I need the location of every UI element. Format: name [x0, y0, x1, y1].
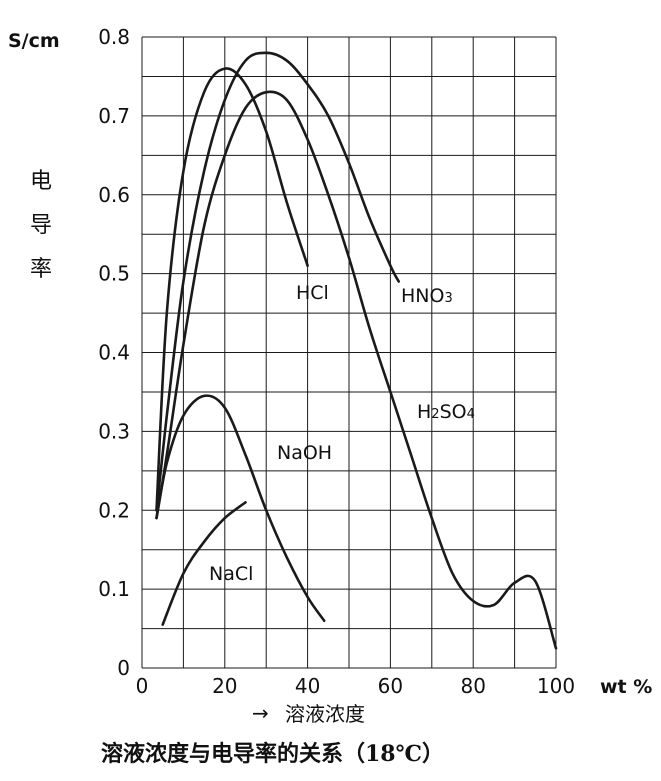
- x-axis-label: 溶液浓度: [285, 702, 365, 726]
- series-line-nacl: [161, 501, 247, 626]
- tick-labels: 0 0.1 0.2 0.3 0.4 0.5 0.6 0.7 0.8 0 20 40 60 80 100: [98, 25, 575, 698]
- x-tick-label: 0: [136, 674, 149, 698]
- series-label-hcl: HCl: [296, 282, 329, 304]
- series-labels: HCl HNO3 H2SO4 NaOH NaCl: [209, 282, 475, 585]
- series-label-hno3: HNO3: [401, 285, 453, 307]
- x-axis-arrow: →: [252, 701, 269, 725]
- y-axis-label-char: 率: [30, 257, 52, 282]
- grid: [141, 36, 557, 669]
- y-tick-label: 0.8: [98, 25, 130, 49]
- y-axis-label-char: 导: [30, 213, 52, 238]
- y-tick-label: 0.4: [98, 341, 130, 365]
- series-label-h2so4: H2SO4: [417, 401, 475, 423]
- series-line-h2so4: [155, 90, 558, 650]
- y-tick-label: 0.5: [98, 262, 130, 286]
- x-tick-label: 40: [295, 674, 320, 698]
- y-tick-label: 0.2: [98, 498, 130, 522]
- y-tick-label: 0.6: [98, 183, 130, 207]
- series-line-hcl: [155, 67, 309, 512]
- series-label-nacl: NaCl: [209, 563, 253, 585]
- x-tick-label: 60: [378, 674, 403, 698]
- y-axis-label: 电导率: [30, 169, 52, 282]
- y-tick-label: 0.7: [98, 104, 130, 128]
- y-axis-unit: S/cm: [8, 30, 60, 52]
- series-line-naoh: [155, 394, 326, 622]
- series-label-naoh: NaOH: [277, 442, 332, 464]
- x-tick-label: 20: [212, 674, 237, 698]
- x-tick-label: 100: [537, 674, 575, 698]
- x-tick-label: 80: [460, 674, 485, 698]
- x-axis-unit: wt %: [600, 676, 652, 698]
- y-axis-label-char: 电: [30, 169, 52, 194]
- y-tick-label: 0: [117, 656, 130, 680]
- curves: [155, 51, 558, 650]
- figure-caption: 溶液浓度与电导率的关系（18℃）: [101, 741, 444, 767]
- y-tick-label: 0.3: [98, 419, 130, 443]
- series-line-hno3: [155, 51, 400, 512]
- y-tick-label: 0.1: [98, 577, 130, 601]
